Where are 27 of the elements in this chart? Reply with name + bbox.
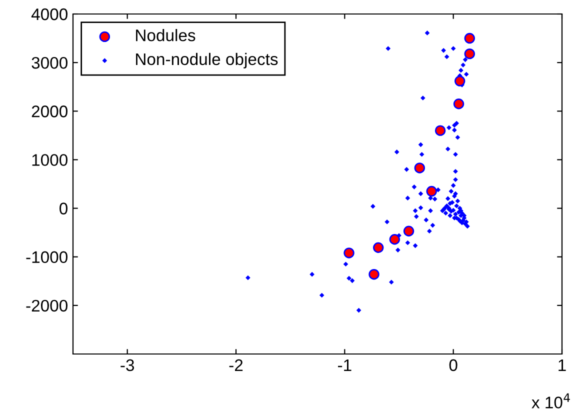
point <box>344 248 354 258</box>
text: x 10$^{4}$ <box>532 393 570 408</box>
x-tick-label: -2 <box>229 359 243 371</box>
y-tick-label: 2000 <box>32 106 68 118</box>
y-tick-label: -1000 <box>26 251 68 264</box>
point <box>453 98 464 110</box>
y-tick-label: -2000 <box>26 300 68 312</box>
legend-label: Non-nodule objects <box>136 52 278 68</box>
x-tick-label: 0 <box>449 359 458 372</box>
point <box>368 268 380 280</box>
point <box>389 234 400 245</box>
y-tick-label: 0 <box>60 202 68 214</box>
y-tick-label: 1000 <box>32 154 68 166</box>
point <box>464 32 475 44</box>
x-tick-label: 1 <box>558 359 566 371</box>
x-tick-label: -1 <box>338 359 352 371</box>
point <box>373 242 384 253</box>
x-tick-label: -3 <box>120 359 134 372</box>
point <box>434 125 446 136</box>
point <box>403 226 414 236</box>
point <box>454 76 466 86</box>
y-tick-label: 4000 <box>31 8 68 20</box>
point <box>414 162 425 174</box>
point <box>426 186 437 197</box>
point <box>464 48 475 60</box>
legend-label: Nodules <box>136 29 196 42</box>
y-tick-label: 3000 <box>32 56 68 69</box>
